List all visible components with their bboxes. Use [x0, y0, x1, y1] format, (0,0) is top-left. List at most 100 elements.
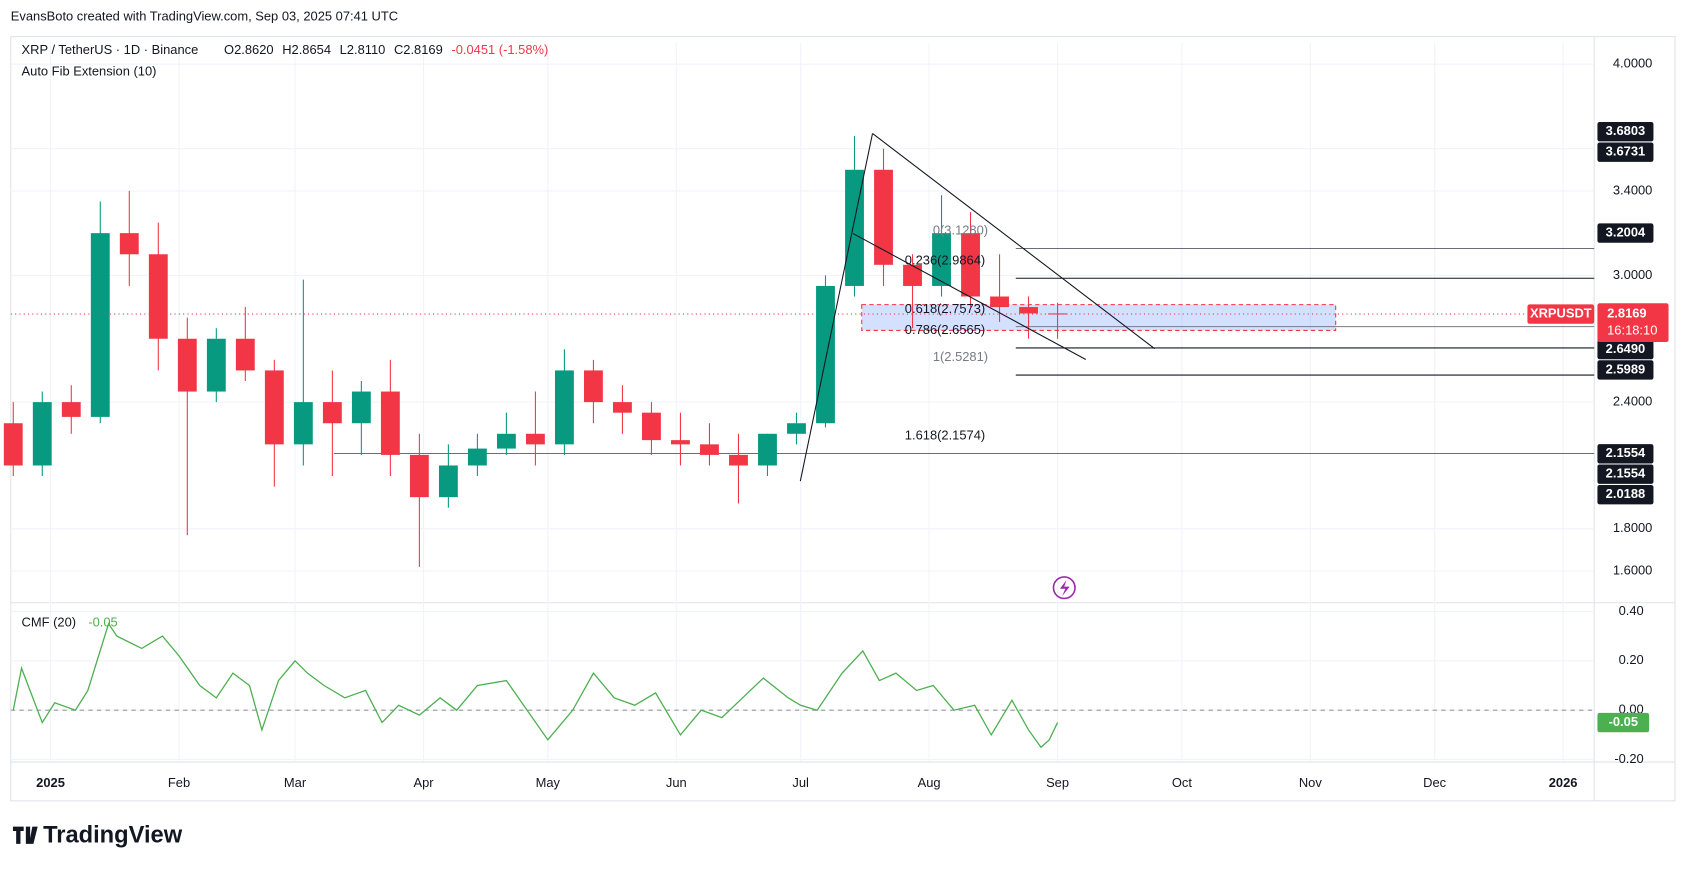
candle-body [148, 254, 168, 339]
candle-body [61, 402, 81, 417]
price-label-box [1597, 484, 1654, 505]
candle-body [525, 433, 545, 445]
credit: EvansBoto created with TradingView.com, … [11, 9, 398, 24]
candle-body [3, 423, 23, 466]
candle-body [671, 440, 690, 445]
candle-body [874, 169, 893, 265]
candle-body [438, 465, 458, 498]
candle-body [119, 233, 139, 255]
candle-body [496, 433, 516, 449]
trend-line [872, 133, 1156, 350]
cmf-label: CMF (20) [22, 615, 77, 630]
x-tick-label: Mar [284, 775, 307, 790]
fib-level-label: 0.236(2.9864) [905, 252, 985, 267]
countdown: 16:18:10 [1607, 323, 1657, 338]
x-tick-label: Apr [413, 775, 434, 790]
price-label: 2.1554 [1606, 466, 1646, 481]
candle-body [177, 338, 197, 392]
y-tick-label: 1.6000 [1613, 562, 1652, 577]
x-tick-label: Nov [1299, 775, 1323, 790]
overlay: O2.8620 H2.8654 L2.8110 C2.8169 -0.0451 (-1.… [224, 42, 1669, 733]
fib-level-label: 0.786(2.6565) [905, 322, 985, 337]
price-label: 2.6490 [1606, 341, 1645, 356]
candle-body [758, 433, 777, 466]
y-tick-label: 0.40 [1619, 603, 1644, 618]
price-label-box [1597, 142, 1654, 162]
y-tick-label: 0.00 [1619, 702, 1644, 717]
y-tick-label: 0.20 [1619, 652, 1644, 667]
price-label: 3.6731 [1606, 144, 1645, 159]
candle-body [932, 233, 951, 286]
candle-body [729, 454, 748, 466]
candle-body [351, 391, 371, 424]
ohlc-value: H2.8654 [282, 42, 331, 57]
candle-body [293, 402, 313, 445]
brand-logo [12, 826, 38, 844]
event-bolt [1059, 580, 1070, 597]
price-label-box [1597, 223, 1654, 243]
candle-body [206, 338, 226, 392]
candle-body [1048, 313, 1067, 315]
trend-line [799, 133, 874, 482]
grid: 2025 Feb Mar Apr May Jun Jul Aug Sep Oct Nov Dec 202… [10, 43, 1652, 790]
x-tick-label: Oct [1172, 775, 1192, 790]
marks [3, 135, 1595, 749]
cmf-value: -0.05 [88, 615, 117, 630]
y-tick-label: -0.20 [1614, 751, 1643, 766]
price-label: 2.0188 [1606, 486, 1645, 501]
price-label-box [1597, 444, 1654, 464]
candle-body [700, 444, 719, 455]
candle-body [264, 370, 284, 445]
y-tick-label: 1.8000 [1613, 520, 1652, 535]
candle-body [816, 285, 835, 424]
candle-body [235, 338, 255, 371]
fib-level-label: 0(3.1280) [933, 223, 988, 238]
candle-body [90, 233, 110, 417]
x-tick-label: Dec [1423, 775, 1447, 790]
candle-body [903, 264, 922, 286]
price-label: 2.5989 [1606, 361, 1645, 376]
candle-body [32, 402, 52, 466]
candle-body [613, 402, 632, 413]
candle-body [583, 370, 603, 403]
event-icon[interactable] [1052, 576, 1076, 600]
fib-level-label: 1.618(2.1574) [905, 428, 985, 443]
candle-body [1019, 307, 1038, 314]
y-tick-label: 4.0000 [1613, 56, 1652, 71]
x-tick-label: Jun [666, 775, 687, 790]
last-price-box [1597, 303, 1669, 343]
cmf-value-box [1597, 712, 1650, 733]
x-tick-label: Jul [792, 775, 809, 790]
indicator-label: Auto Fib Extension (10) [22, 64, 157, 79]
y-tick-label: 2.4000 [1613, 394, 1652, 409]
ohlc-value: C2.8169 [394, 42, 443, 57]
price-label: 2.1554 [1606, 445, 1646, 460]
symbol-tag [1527, 304, 1595, 324]
symbol-title: XRP / TetherUS · 1D · Binance [22, 42, 199, 57]
price-label: 3.6803 [1606, 123, 1645, 138]
y-tick-label: 3.4000 [1613, 182, 1652, 197]
candle-body [467, 448, 487, 466]
price-label: 3.2004 [1606, 224, 1646, 239]
price-label-box [1597, 464, 1654, 484]
price-label-box [1597, 122, 1654, 142]
candle-body [554, 370, 574, 445]
x-tick-label: May [536, 775, 561, 790]
candle-body [642, 412, 661, 441]
ohlc-value: -0.0451 (-1.58%) [451, 42, 548, 57]
price-label-box [1597, 360, 1654, 380]
ohlc-value: O2.8620 [224, 42, 274, 57]
candle-body [961, 233, 980, 297]
candle-body [380, 391, 400, 455]
brand-name: TradingView [43, 823, 183, 849]
x-tick-label: Sep [1046, 775, 1069, 790]
x-tick-label: Feb [168, 775, 190, 790]
trend-line [852, 233, 1087, 360]
ohlc-value: L2.8110 [340, 42, 386, 57]
cmf-value-label: -0.05 [1609, 714, 1638, 729]
candle-body [990, 296, 1009, 308]
chart-frame [10, 36, 1676, 802]
y-tick-label: 3.0000 [1613, 267, 1652, 282]
